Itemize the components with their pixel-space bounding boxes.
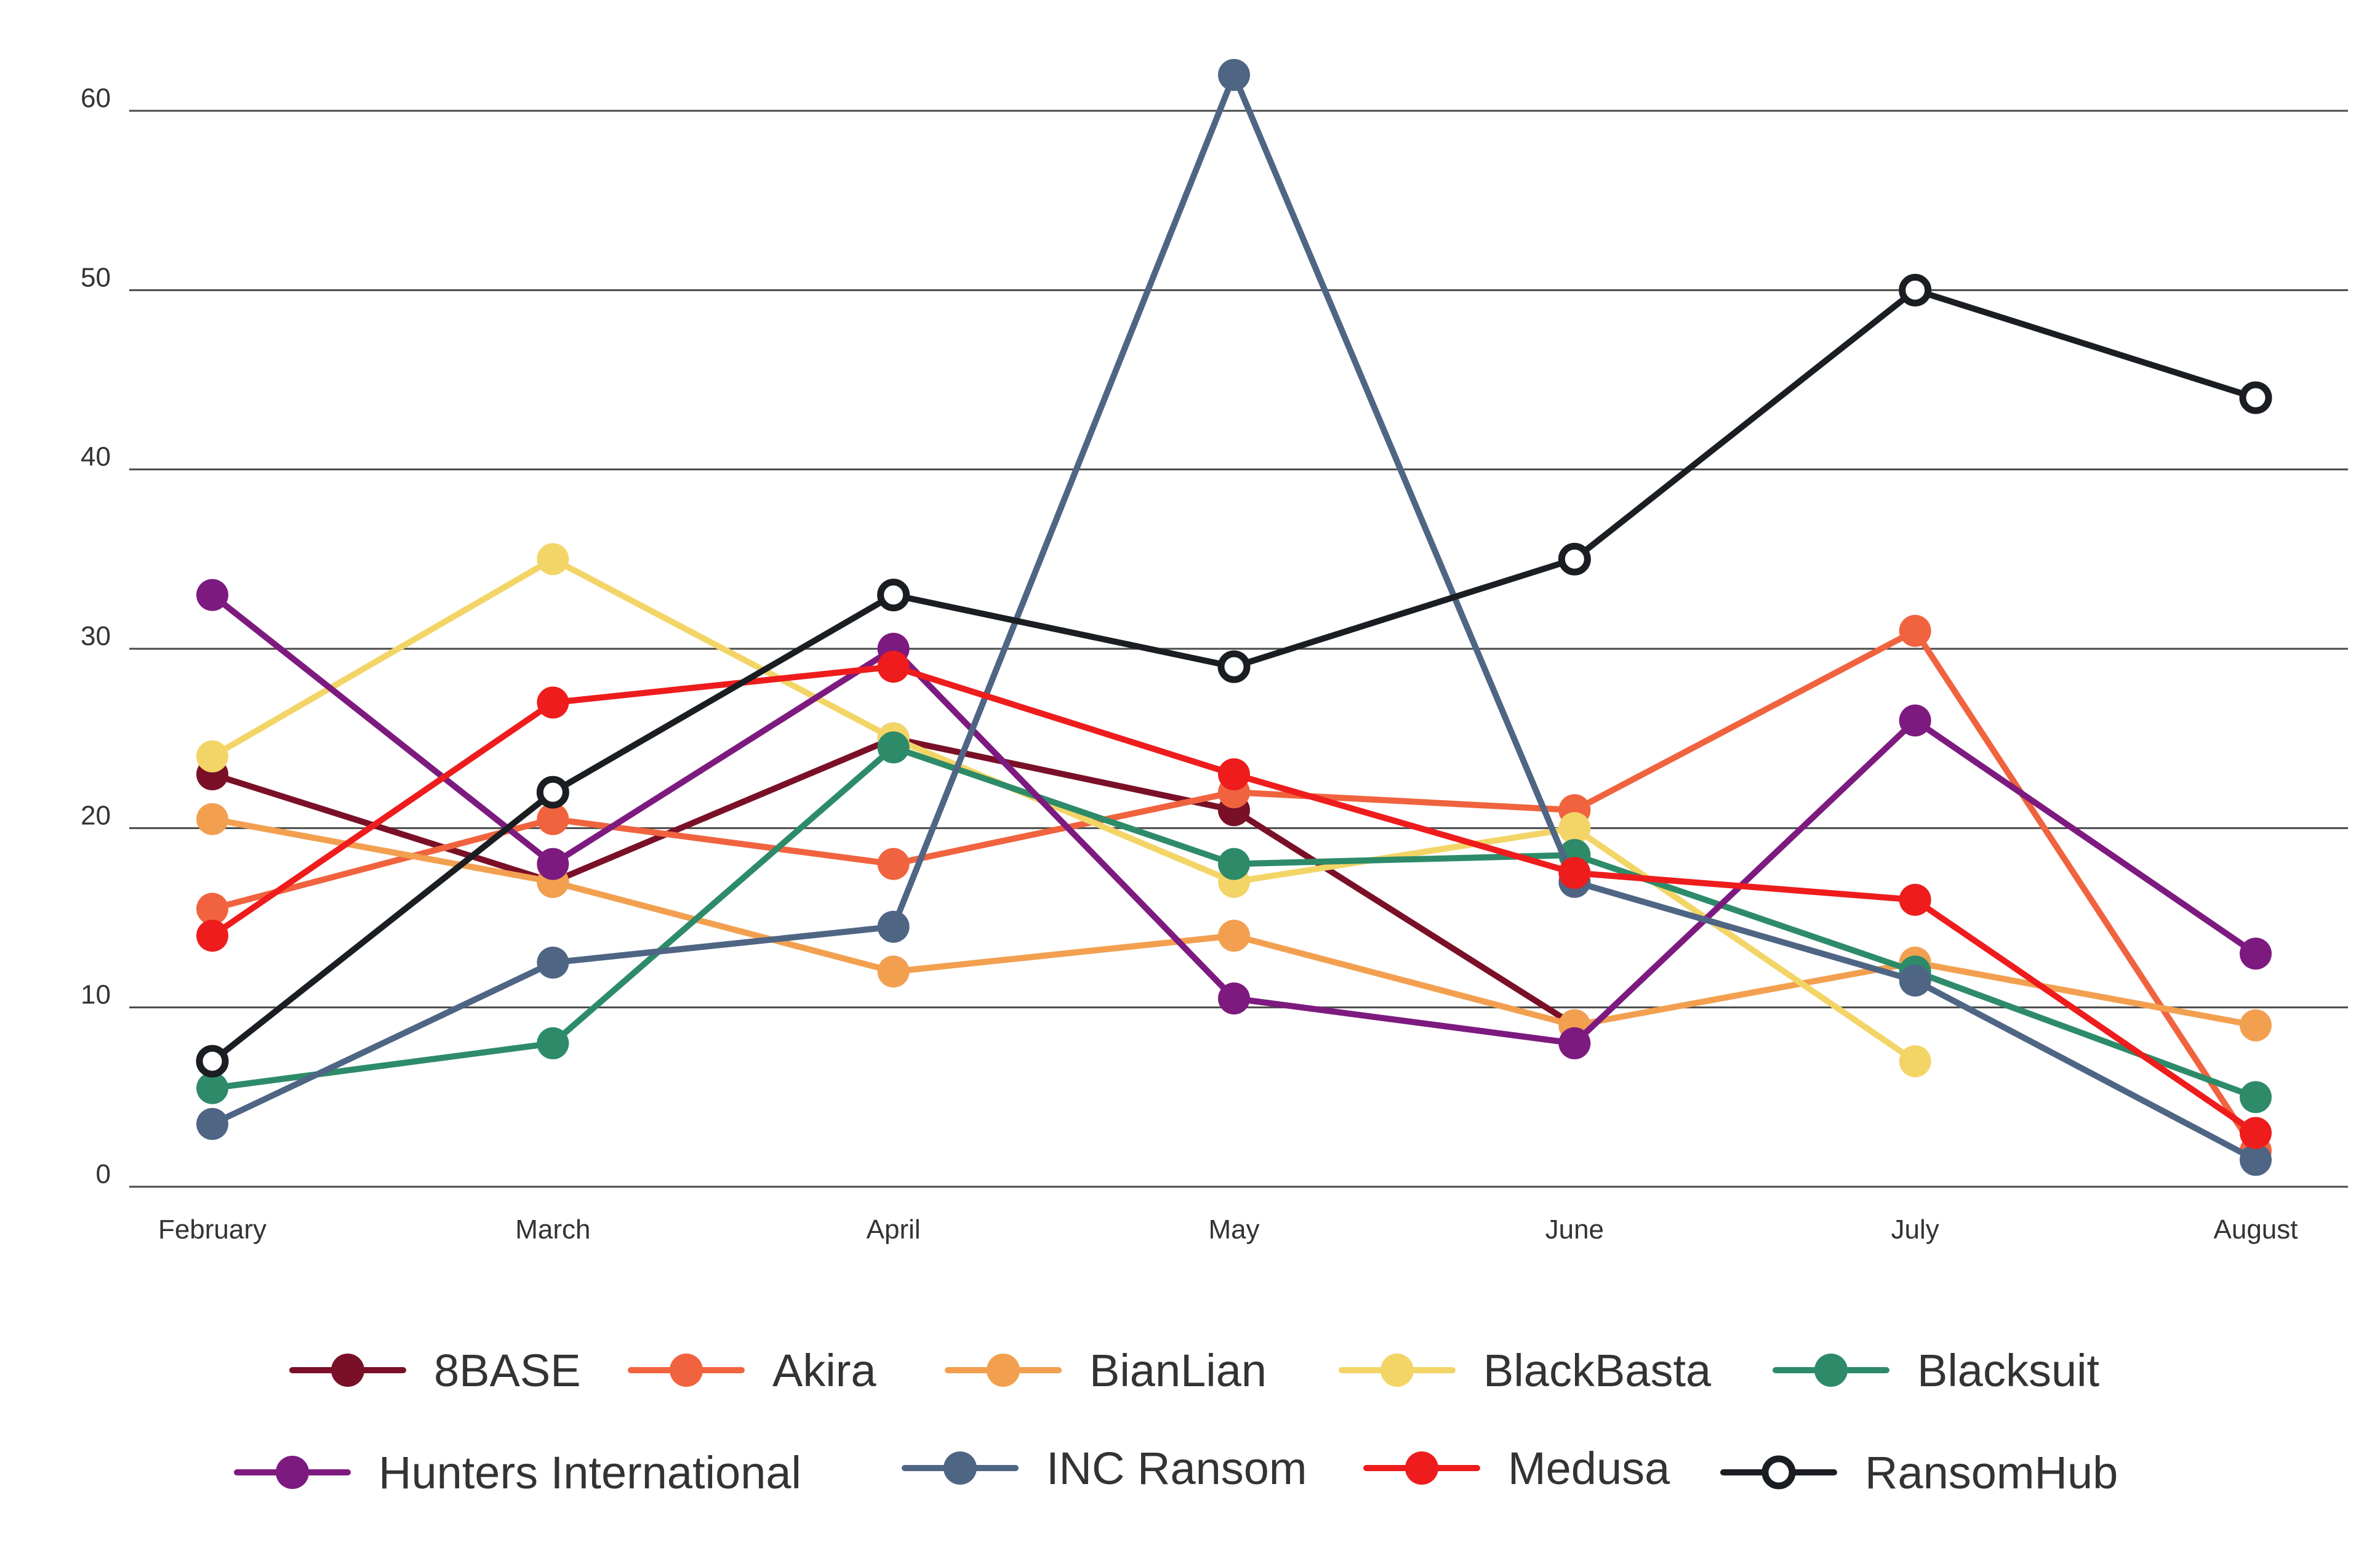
- x-tick-label: June: [1545, 1214, 1604, 1245]
- series-8base: [196, 722, 1591, 1041]
- legend-marker: [1761, 1455, 1796, 1490]
- data-point: [877, 955, 910, 988]
- data-point: [196, 803, 228, 835]
- data-point: [1218, 848, 1250, 880]
- data-point: [196, 1045, 229, 1078]
- legend-marker: [1814, 1354, 1848, 1387]
- data-point: [1899, 614, 1931, 647]
- legend-marker: [1405, 1451, 1438, 1485]
- x-tick-label: March: [515, 1214, 590, 1245]
- data-point: [537, 848, 569, 880]
- legend-item: Medusa: [1363, 1443, 1670, 1494]
- y-tick-label: 30: [81, 621, 111, 651]
- data-point: [1899, 883, 1931, 916]
- x-tick-label: August: [2214, 1214, 2298, 1245]
- y-tick-label: 0: [96, 1159, 111, 1189]
- legend-label: Akira: [772, 1345, 876, 1396]
- legend-marker: [331, 1354, 364, 1387]
- legend-label: BianLian: [1089, 1345, 1267, 1396]
- series-blackbasta: [196, 543, 1931, 1078]
- data-point: [1899, 704, 1931, 737]
- data-point: [196, 1072, 228, 1104]
- legend-label: Medusa: [1508, 1443, 1670, 1494]
- legend-label: INC Ransom: [1046, 1443, 1307, 1494]
- data-point: [2240, 1081, 2272, 1114]
- data-point: [2239, 381, 2272, 414]
- data-point: [1899, 1045, 1931, 1078]
- y-tick-label: 10: [81, 980, 111, 1010]
- data-point: [1218, 58, 1250, 91]
- legend-item: BianLian: [945, 1345, 1267, 1396]
- legend-label: RansomHub: [1865, 1447, 2118, 1498]
- data-point: [196, 893, 228, 925]
- data-point: [537, 803, 569, 835]
- data-point: [2240, 1117, 2272, 1149]
- y-tick-label: 40: [81, 442, 111, 472]
- legend-marker: [944, 1451, 977, 1485]
- series-line: [209, 664, 2259, 1136]
- x-tick-label: May: [1208, 1214, 1259, 1245]
- data-point: [537, 1027, 569, 1059]
- legend-marker: [1380, 1354, 1414, 1387]
- data-point: [1218, 920, 1250, 952]
- legend: 8BASE Akira BianLian BlackBasta Blacksuit Hun…: [234, 1345, 2118, 1498]
- y-tick-label: 60: [81, 83, 111, 113]
- x-tick-label: July: [1891, 1214, 1939, 1245]
- data-point: [877, 848, 910, 880]
- series-line: [209, 556, 1918, 1065]
- gridlines: [129, 110, 2348, 1188]
- data-point: [1558, 812, 1591, 845]
- data-point: [1558, 542, 1591, 576]
- data-point: [877, 910, 910, 943]
- data-point: [196, 740, 228, 772]
- data-point: [1558, 1027, 1591, 1059]
- data-point: [1217, 650, 1251, 683]
- legend-marker: [276, 1456, 309, 1489]
- data-point: [537, 543, 569, 576]
- x-tick-label: April: [867, 1214, 921, 1245]
- data-point: [877, 731, 910, 764]
- legend-item: RansomHub: [1720, 1447, 2118, 1498]
- data-point: [537, 946, 569, 979]
- series-medusa: [196, 651, 2272, 1149]
- x-tick-label: February: [158, 1214, 266, 1245]
- legend-marker: [987, 1354, 1020, 1387]
- data-point: [196, 579, 228, 611]
- data-point: [1218, 758, 1250, 790]
- y-tick-label: 20: [81, 800, 111, 830]
- legend-label: Blacksuit: [1917, 1345, 2100, 1396]
- series-inc-ransom: [196, 58, 2272, 1176]
- data-point: [1899, 964, 1931, 997]
- data-point: [2240, 937, 2272, 970]
- data-point: [196, 1108, 228, 1141]
- legend-item: BlackBasta: [1339, 1345, 1712, 1396]
- legend-item: INC Ransom: [902, 1443, 1307, 1494]
- data-point: [2240, 1009, 2272, 1041]
- legend-label: Hunters International: [379, 1447, 801, 1498]
- y-tick-label: 50: [81, 262, 111, 292]
- data-point: [1218, 982, 1250, 1015]
- legend-item: Akira: [628, 1345, 876, 1396]
- data-point: [877, 651, 910, 683]
- data-point: [537, 686, 569, 719]
- data-point: [1558, 857, 1591, 889]
- legend-item: 8BASE: [289, 1345, 581, 1396]
- series-group: [196, 58, 2272, 1176]
- y-axis: 0 10 20 30 40 50 60: [81, 83, 111, 1189]
- data-point: [2240, 1144, 2272, 1176]
- data-point: [196, 920, 228, 952]
- legend-label: BlackBasta: [1483, 1345, 1712, 1396]
- data-point: [536, 776, 569, 809]
- data-point: [877, 579, 910, 612]
- data-point: [1899, 273, 1932, 307]
- legend-item: Hunters International: [234, 1447, 801, 1498]
- legend-item: Blacksuit: [1773, 1345, 2100, 1396]
- series-ransomhub: [196, 273, 2272, 1078]
- legend-label: 8BASE: [434, 1345, 581, 1396]
- legend-marker: [670, 1354, 703, 1387]
- x-axis: February March April May June July August: [158, 1214, 2298, 1245]
